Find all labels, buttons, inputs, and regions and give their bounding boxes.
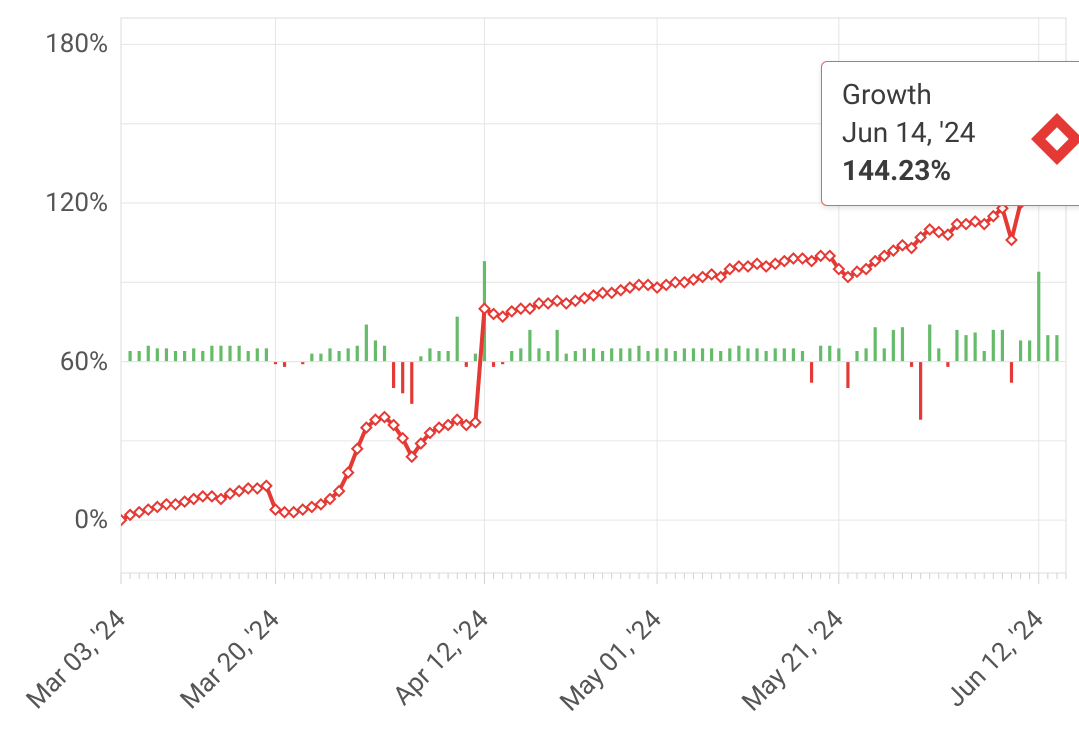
y-tick-label: 120% <box>45 188 108 218</box>
tooltip-title: Growth <box>842 76 1062 114</box>
growth-chart: 0%60%120%180% Mar 03, '24Mar 20, '24Apr … <box>0 0 1079 754</box>
bar-series <box>128 261 1058 420</box>
y-tick-label: 180% <box>45 29 108 59</box>
y-tick-label: 0% <box>74 505 108 535</box>
highlight-marker-icon <box>1031 113 1079 165</box>
tooltip-date: Jun 14, '24 <box>842 114 1062 152</box>
tooltip-value: 144.23% <box>842 152 1062 190</box>
x-ticks <box>121 573 1066 584</box>
y-tick-label: 60% <box>60 347 108 377</box>
